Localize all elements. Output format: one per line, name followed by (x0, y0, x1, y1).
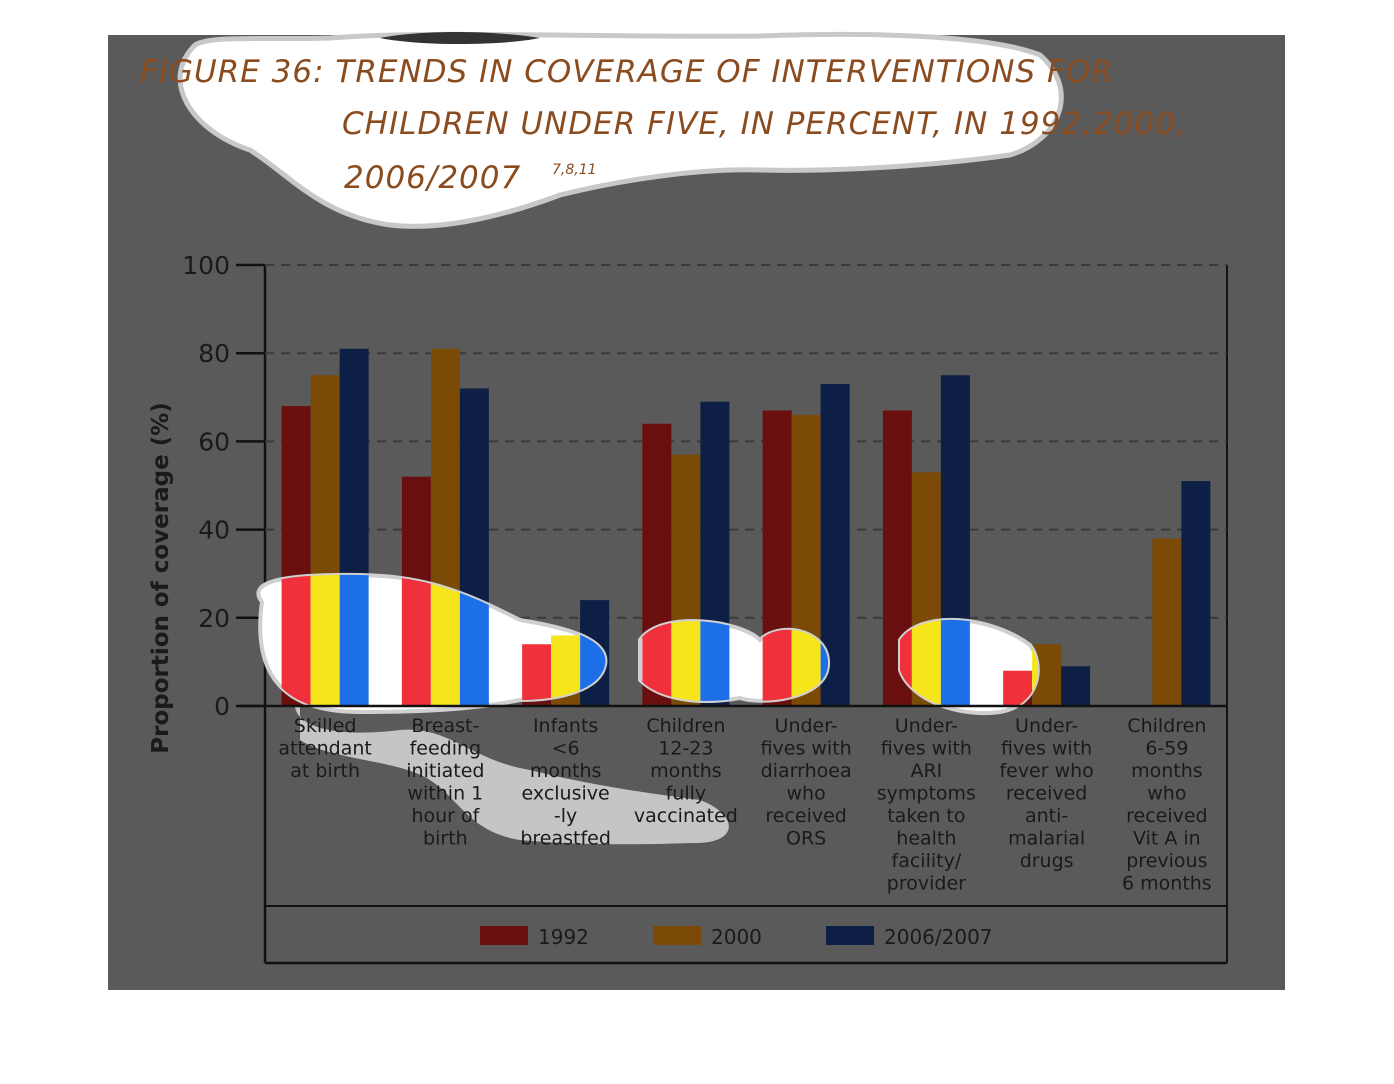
x-category-label-line: symptoms (877, 783, 976, 805)
x-category-label-line: exclusive (522, 783, 610, 805)
x-category-label-line: received (1006, 783, 1088, 805)
x-category-label-line: hour of (411, 805, 480, 827)
x-category-label-line: fives with (761, 738, 852, 760)
x-category-label-line: fever who (999, 760, 1093, 782)
x-category-label-line: Under- (1015, 715, 1078, 737)
legend-label: 1992 (538, 925, 589, 949)
legend-swatch-1992 (480, 926, 528, 945)
x-category-label-line: malarial (1008, 828, 1085, 850)
x-category-label-line: facility/ (892, 850, 962, 872)
x-category-label-line: birth (423, 828, 468, 850)
x-category-label: Under-fives with fever who received anti-ma… (999, 715, 1093, 872)
x-category-label: Skilled attendant at birth (278, 715, 371, 782)
x-category-label-line: breastfed (520, 828, 611, 850)
title-line-1: FIGURE 36: TRENDS IN COVERAGE OF INTERVE… (140, 54, 1114, 90)
x-category-label-line: months (1131, 760, 1203, 782)
x-category-label: Children 12-23 months fully vaccinated (634, 715, 738, 827)
x-category-label-line: Infants (533, 715, 598, 737)
y-tick-label: 20 (198, 604, 230, 633)
y-tick-label: 60 (198, 427, 230, 456)
x-category-label-line: within 1 (407, 783, 483, 805)
title-superscript: 7,8,11 (552, 162, 597, 178)
x-category-label-line: drugs (1020, 850, 1074, 872)
x-category-label: Infants <6 months exclusive -ly breastfed (520, 715, 611, 850)
y-tick-label: 80 (198, 339, 230, 368)
x-category-label: Under-fives with diarrhoea who received ORS (761, 715, 852, 850)
highlighted-bar-2000-2 (430, 574, 460, 706)
title-line-3: 2006/2007 (344, 160, 521, 196)
x-category-label-line: fully (666, 783, 707, 805)
x-category-label-line: <6 (552, 738, 580, 760)
x-category-label-line: Skilled (294, 715, 357, 737)
y-tick-label: 40 (198, 516, 230, 545)
y-tick-label: 100 (182, 251, 230, 280)
x-category-label-line: Children (646, 715, 725, 737)
label-highlight-blob (294, 690, 729, 845)
highlighted-bar-1992-2 (401, 574, 431, 706)
y-axis-label: Proportion of coverage (%) (148, 402, 174, 754)
x-category-label-line: taken to (887, 805, 965, 827)
x-category-label-line: fives with (1001, 738, 1092, 760)
legend: 1992 2000 2006/2007 (480, 925, 993, 949)
title-blob-shadow (380, 32, 540, 44)
x-category-label-line: Vit A in (1133, 828, 1201, 850)
x-category-label-line: at birth (290, 760, 360, 782)
bar-2006-2007-7 (1061, 666, 1091, 706)
x-category-label: Children 6-59 months who received Vit A in pre… (1122, 715, 1212, 895)
title-line-2: CHILDREN UNDER FIVE, IN PERCENT, IN 1992… (342, 106, 1187, 142)
highlighted-bar-1992-1 (281, 574, 311, 706)
y-tick-label: 0 (214, 692, 230, 721)
y-axis-ticks: 0 20 40 60 80 100 (182, 251, 265, 721)
chart-title: FIGURE 36: TRENDS IN COVERAGE OF INTERVE… (140, 54, 1187, 196)
x-category-label-line: who (1147, 783, 1186, 805)
x-category-label-line: Under- (775, 715, 838, 737)
highlighted-bar-2006-2007-1 (339, 574, 369, 706)
x-category-label-line: Breast- (411, 715, 479, 737)
x-category-label-line: anti- (1025, 805, 1068, 827)
x-category-label-line: health (896, 828, 956, 850)
x-category-label-line: feeding (410, 738, 482, 760)
x-category-label-line: Children (1127, 715, 1206, 737)
x-category-label-line: ARI (910, 760, 942, 782)
x-category-label-line: 6 months (1122, 873, 1212, 895)
title-highlight-blob (177, 31, 1064, 229)
x-category-label-line: attendant (278, 738, 371, 760)
x-category-label: Under-fives with ARI symptoms taken to healt… (877, 715, 976, 895)
x-category-label-line: 6-59 (1145, 738, 1188, 760)
x-category-label: Breast-feeding initiated within 1 hour of bi… (406, 715, 484, 850)
x-category-label-line: previous (1126, 850, 1207, 872)
x-axis-labels: Skilled attendant at birth Breast-feeding in… (278, 715, 1211, 895)
x-category-label-line: vaccinated (634, 805, 738, 827)
legend-swatch-2000 (653, 926, 701, 945)
x-category-label-line: -ly (554, 805, 577, 827)
legend-label: 2006/2007 (884, 925, 993, 949)
x-category-label-line: who (787, 783, 826, 805)
x-category-label-line: received (1126, 805, 1208, 827)
x-category-label-line: Under- (895, 715, 958, 737)
x-category-label-line: months (650, 760, 722, 782)
x-category-label-line: diarrhoea (761, 760, 852, 782)
x-category-label-line: ORS (786, 828, 826, 850)
legend-swatch-2006-2007 (826, 926, 874, 945)
x-category-label-line: fives with (881, 738, 972, 760)
highlighted-bar-2000-7 (1032, 644, 1038, 706)
x-category-label-line: received (765, 805, 847, 827)
legend-label: 2000 (711, 925, 762, 949)
x-category-label-line: 12-23 (658, 738, 713, 760)
x-category-label-line: months (530, 760, 602, 782)
highlighted-bar-1992-3 (522, 644, 552, 706)
x-category-label-line: provider (887, 873, 966, 895)
bar-2006-2007-8 (1181, 481, 1211, 706)
bar-2000-8 (1152, 538, 1182, 706)
x-category-label-line: initiated (406, 760, 484, 782)
highlighted-bar-2000-1 (310, 574, 340, 706)
